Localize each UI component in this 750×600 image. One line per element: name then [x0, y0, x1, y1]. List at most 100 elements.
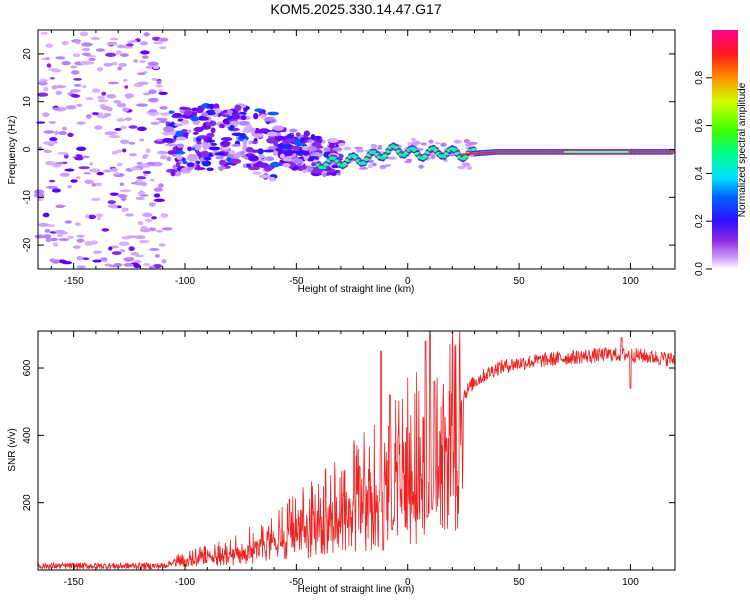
noise-blob: [76, 146, 87, 152]
noise-blob: [96, 217, 102, 220]
cluster-blob: [191, 111, 198, 117]
cluster-blob: [257, 148, 264, 155]
cluster-blob: [284, 152, 293, 157]
cluster-blob: [170, 170, 176, 177]
snr-x-tick-label: -50: [289, 577, 304, 588]
noise-blob: [63, 154, 69, 159]
noise-blob: [134, 235, 146, 240]
noise-blob: [136, 126, 147, 132]
noise-blob: [58, 130, 67, 136]
cluster-blob: [281, 140, 288, 145]
cluster-blob: [334, 169, 341, 174]
noise-blob: [52, 242, 59, 247]
spectrogram-x-tick-label: -150: [64, 276, 84, 287]
noise-blob: [89, 168, 101, 173]
line-halo-blob: [407, 141, 412, 147]
cluster-blob: [198, 115, 206, 120]
noise-blob: [54, 85, 67, 89]
line-halo-blob: [367, 164, 373, 169]
noise-blob: [136, 176, 147, 180]
noise-blob: [155, 84, 163, 88]
cluster-blob: [307, 139, 312, 144]
noise-blob: [138, 239, 150, 244]
line-halo-blob: [343, 146, 352, 151]
cluster-blob: [163, 126, 175, 133]
spectrogram-x-tick-label: -100: [175, 276, 195, 287]
line-halo-blob: [355, 149, 365, 153]
line-halo-blob: [377, 144, 383, 149]
noise-blob: [45, 57, 50, 60]
noise-blob: [89, 162, 94, 166]
noise-blob: [128, 246, 135, 252]
noise-blob: [142, 154, 149, 158]
noise-blob: [155, 117, 168, 121]
snr-series-line: [37, 330, 675, 571]
line-halo-blob: [387, 156, 397, 160]
cluster-blob: [257, 162, 269, 168]
spectrogram-x-tick-label: 0: [405, 276, 411, 287]
line-halo-blob: [420, 142, 427, 146]
line-halo-blob: [466, 165, 473, 171]
noise-blob: [70, 65, 78, 69]
noise-blob: [135, 103, 148, 107]
cluster-blob: [234, 104, 242, 111]
cluster-blob: [174, 123, 183, 127]
noise-blob: [155, 253, 160, 258]
noise-blob: [103, 63, 112, 67]
noise-blob: [158, 89, 163, 92]
cluster-blob: [264, 156, 275, 162]
cluster-blob: [240, 115, 247, 121]
noise-blob: [91, 112, 99, 116]
noise-blob: [51, 259, 60, 264]
line-halo-blob: [468, 141, 478, 145]
noise-blob: [136, 72, 146, 75]
cluster-blob: [242, 163, 247, 168]
noise-blob: [88, 57, 96, 62]
noise-blob: [122, 107, 129, 112]
line-halo-blob: [370, 143, 378, 149]
line-node: [420, 156, 427, 160]
noise-blob: [120, 197, 127, 202]
noise-blob: [147, 61, 159, 66]
noise-blob: [42, 141, 55, 145]
noise-blob: [69, 89, 81, 93]
colorbar: 0.0 0.2 0.4 0.6 0.8 Normalized spectral ampl…: [694, 30, 748, 276]
noise-blob: [55, 204, 65, 209]
noise-blob: [158, 243, 166, 247]
line-node: [390, 144, 397, 148]
noise-blob: [67, 184, 72, 189]
noise-blob: [76, 234, 85, 238]
snr-frame: [37, 330, 676, 571]
noise-blob: [130, 39, 138, 43]
cluster-blob: [218, 123, 225, 129]
noise-blob: [57, 152, 68, 155]
noise-blob: [46, 63, 52, 68]
cluster-blob: [175, 136, 187, 141]
noise-blob: [137, 191, 146, 195]
noise-blob: [61, 126, 68, 131]
noise-blob: [55, 56, 66, 60]
noise-blob: [161, 259, 167, 264]
cluster-blob: [172, 164, 177, 170]
line-halo-blob: [411, 137, 417, 143]
cluster-blob: [311, 141, 322, 148]
colorbar-label: Normalized spectral amplitude: [737, 82, 748, 217]
line-halo-blob: [414, 140, 421, 145]
cluster-blob: [254, 129, 264, 135]
noise-blob: [155, 229, 164, 233]
cluster-blob: [176, 143, 185, 149]
cluster-blob: [164, 143, 177, 147]
spectrogram-xlabel: Height of straight line (km): [298, 284, 415, 295]
cluster-blob: [259, 114, 267, 119]
cluster-blob: [219, 159, 226, 166]
cluster-blob: [176, 154, 183, 160]
line-halo-blob: [463, 139, 471, 144]
spectrogram-x-tick-label: 50: [514, 276, 526, 287]
cluster-blob: [315, 136, 320, 141]
noise-blob: [138, 60, 147, 64]
noise-blob: [76, 255, 83, 261]
cluster-blob: [248, 166, 260, 171]
snr-y-tick-label: 600: [22, 359, 33, 376]
cluster-blob: [245, 146, 254, 153]
spectrogram-y-tick-label: 0: [22, 146, 33, 152]
